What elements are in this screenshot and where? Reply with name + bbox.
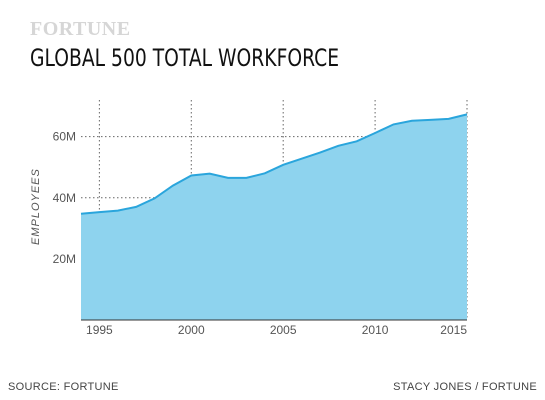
fortune-logo: FORTUNE <box>30 18 131 40</box>
y-tick-label-60M: 60M <box>53 130 76 144</box>
x-tick-label-1995: 1995 <box>86 323 113 337</box>
y-axis-label: EMPLOYEES <box>30 168 42 245</box>
x-tick-label-2010: 2010 <box>362 323 389 337</box>
workforce-line <box>80 113 468 215</box>
y-tick-label-40M: 40M <box>53 191 76 205</box>
x-ticks: 1995 2000 2005 2010 2015 <box>86 323 467 337</box>
x-tick-label-2015: 2015 <box>440 323 467 337</box>
x-tick-label-2005: 2005 <box>270 323 297 337</box>
chart-title: GLOBAL 500 TOTAL WORKFORCE <box>30 44 340 72</box>
workforce-area <box>81 114 467 321</box>
y-ticks: 20M 40M 60M <box>53 130 76 266</box>
x-tick-label-2000: 2000 <box>178 323 205 337</box>
y-tick-label-20M: 20M <box>53 252 76 266</box>
source-credit: SOURCE: FORTUNE <box>8 381 119 393</box>
author-credit: STACY JONES / FORTUNE <box>393 381 537 393</box>
